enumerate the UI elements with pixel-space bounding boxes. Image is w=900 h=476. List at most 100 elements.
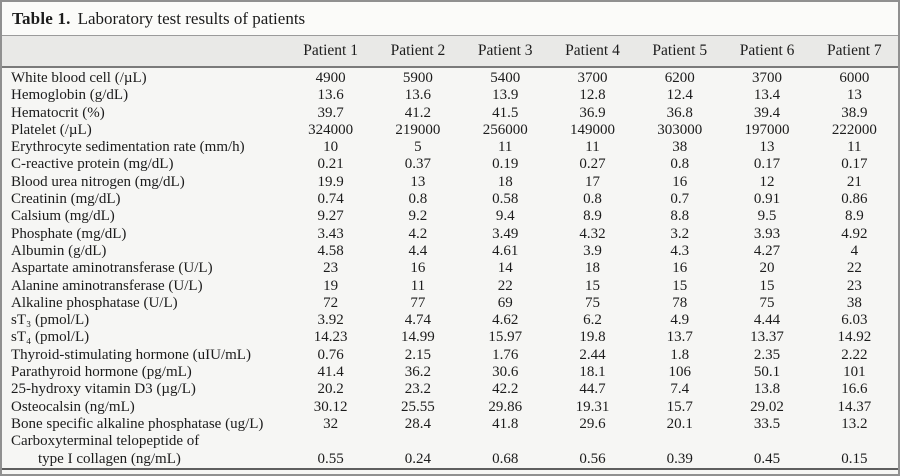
value-cell: 14 [497, 260, 513, 277]
table-row: Alanine aminotransferase (U/L) 19 11 22 15 15… [2, 278, 898, 295]
value-cell: 1.8 [670, 346, 690, 363]
value-cell: 32 [323, 415, 339, 432]
row-label: C-reactive protein (mg/dL) [11, 156, 174, 173]
value-cell: 22 [497, 277, 513, 294]
value-cell: 16.6 [841, 381, 868, 398]
value-cell: 38.9 [841, 104, 868, 121]
value-cell: 16 [672, 173, 688, 190]
value-cell: 39.7 [317, 104, 344, 121]
value-cell: 29.6 [579, 415, 606, 432]
row-label: Aspartate aminotransferase (U/L) [11, 260, 213, 277]
value-cell: 0.37 [404, 156, 432, 173]
value-cell: 7.4 [670, 381, 690, 398]
value-cell: 19.8 [579, 329, 606, 346]
value-cell: 0.76 [317, 346, 344, 363]
table-row: Parathyroid hormone (pg/mL) 41.4 36.2 30.6 1… [2, 364, 898, 381]
value-cell: 13 [846, 87, 862, 104]
value-cell: 0.68 [492, 450, 519, 467]
value-cell: 18 [584, 260, 600, 277]
column-header-patient-5: Patient 5 [636, 35, 724, 68]
value-cell: 14.99 [401, 329, 435, 346]
row-label: Creatinin (mg/dL) [11, 191, 121, 208]
value-cell: 25.55 [401, 398, 435, 415]
row-label: Bone specific alkaline phosphatase (ug/L… [11, 415, 264, 432]
value-cell: 13.4 [753, 87, 781, 104]
value-cell: 9.2 [408, 208, 428, 225]
row-label: Osteocalsin (ng/mL) [11, 398, 135, 415]
value-cell: 23 [323, 260, 339, 277]
value-cell: 0.7 [670, 191, 690, 208]
value-cell: 197000 [744, 121, 790, 138]
value-cell: 38 [846, 294, 862, 311]
value-cell: 50.1 [753, 364, 781, 381]
value-cell: 16 [410, 260, 426, 277]
value-cell: 18 [497, 173, 513, 190]
value-cell: 13.7 [666, 329, 693, 346]
value-cell: 13.6 [317, 87, 344, 104]
value-cell: 15.97 [488, 329, 523, 346]
table-row: Creatinin (mg/dL) 0.74 0.8 0.58 0.8 0.7 0.91 0.… [2, 191, 898, 208]
value-cell: 2.35 [753, 346, 781, 363]
table-row: Osteocalsin (ng/mL) 30.12 25.55 29.86 19.31 1… [2, 399, 898, 416]
value-cell: 6200 [664, 70, 695, 86]
column-header-patient-6: Patient 6 [723, 35, 811, 68]
value-cell: 10 [323, 139, 339, 156]
value-cell: 101 [843, 364, 866, 381]
value-cell: 13 [759, 139, 775, 156]
table-row: Thyroid-stimulating hormone (uIU/mL) 0.76… [2, 347, 898, 364]
value-cell: 3.49 [492, 225, 519, 242]
value-cell: 4.3 [670, 242, 690, 259]
header-row: Patient 1 Patient 2 Patient 3 Patient 4 Pati… [2, 35, 898, 68]
value-cell: 9.27 [317, 208, 344, 225]
value-cell: 3.92 [317, 312, 344, 329]
value-cell: 29.02 [750, 398, 784, 415]
row-label: Blood urea nitrogen (mg/dL) [11, 173, 185, 190]
value-cell: 16 [672, 260, 688, 277]
row-label: Parathyroid hormone (pg/mL) [11, 364, 192, 381]
value-cell: 14.23 [313, 329, 348, 346]
value-cell: 0.17 [753, 156, 781, 173]
value-cell: 75 [759, 294, 775, 311]
table-row: Albumin (g/dL) 4.58 4.4 4.61 3.9 4.3 4.27 4 [2, 243, 898, 260]
value-cell: 0.45 [753, 450, 781, 467]
value-cell: 21 [846, 173, 862, 190]
value-cell: 0.27 [579, 156, 606, 173]
value-cell: 4900 [315, 70, 346, 86]
value-cell: 77 [410, 294, 426, 311]
value-cell: 0.39 [666, 450, 693, 467]
value-cell: 0.24 [404, 450, 432, 467]
value-cell: 0.56 [579, 450, 606, 467]
value-cell: 2.15 [404, 346, 432, 363]
value-cell: 3.43 [317, 225, 344, 242]
value-cell: 5400 [490, 70, 521, 86]
value-cell: 324000 [308, 121, 354, 138]
table-title-text: Laboratory test results of patients [77, 8, 306, 28]
value-cell: 12.8 [579, 87, 606, 104]
value-cell: 12 [759, 173, 775, 190]
value-cell: 69 [497, 294, 513, 311]
table-row: Hematocrit (%) 39.7 41.2 41.5 36.9 36.8 39.4 38… [2, 105, 898, 122]
value-cell: 1.76 [492, 346, 519, 363]
table-row: C-reactive protein (mg/dL) 0.21 0.37 0.19 0.… [2, 156, 898, 173]
value-cell: 30.12 [313, 398, 348, 415]
value-cell: 0.58 [492, 191, 519, 208]
value-cell: 4.58 [317, 242, 344, 259]
row-label: Hemoglobin (g/dL) [11, 87, 129, 104]
value-cell: 38 [672, 139, 688, 156]
value-cell: 0.91 [753, 191, 781, 208]
value-cell: 8.8 [670, 208, 690, 225]
value-cell: 41.4 [317, 364, 344, 381]
value-cell: 4.27 [753, 242, 781, 259]
value-cell: 33.5 [753, 415, 781, 432]
value-cell: 5900 [402, 70, 433, 86]
table-row: Alkaline phosphatase (U/L) 72 77 69 75 78 75 38 [2, 295, 898, 312]
row-label: Alanine aminotransferase (U/L) [11, 277, 203, 294]
value-cell: 256000 [482, 121, 528, 138]
value-cell: 23.2 [404, 381, 432, 398]
value-cell: 78 [672, 294, 688, 311]
value-cell: 6000 [839, 70, 870, 86]
value-cell: 0.17 [841, 156, 868, 173]
value-cell: 3700 [752, 70, 783, 86]
value-cell: 0.15 [841, 450, 868, 467]
value-cell: 5 [414, 139, 422, 156]
